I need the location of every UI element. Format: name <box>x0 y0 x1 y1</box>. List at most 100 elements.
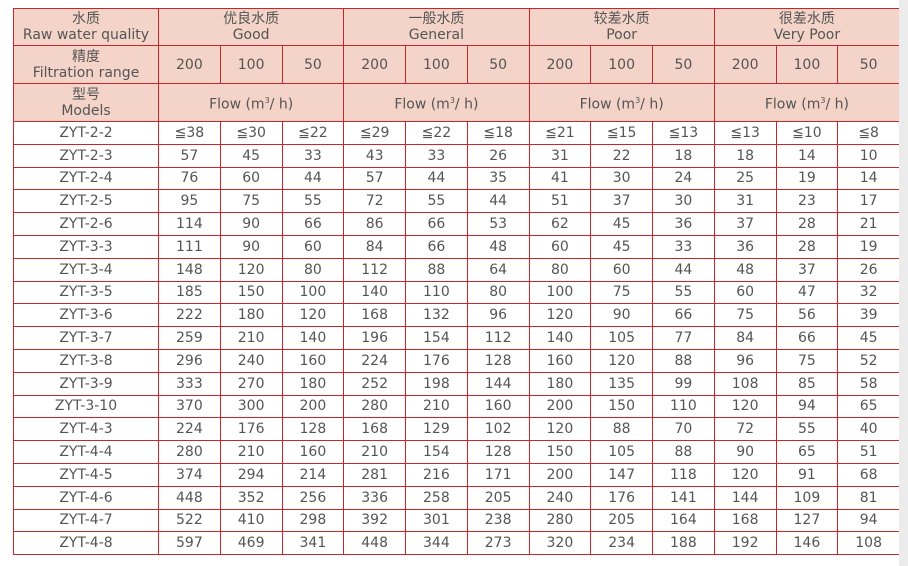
flow-cell: 17 <box>837 189 901 214</box>
flow-cell: 56 <box>775 303 839 328</box>
group-cn: 较差水质 <box>593 11 650 27</box>
range-label-cn: 精度 <box>72 48 100 65</box>
flow-cell: 192 <box>713 531 777 556</box>
flow-text: Flow (m <box>394 96 450 113</box>
flow-cell: 111 <box>158 234 221 259</box>
flow-cell: 80 <box>466 280 530 305</box>
flow-cell: 36 <box>713 234 777 259</box>
flow-cell: 19 <box>837 234 901 259</box>
range-cell: 50 <box>466 45 530 84</box>
flow-cell: 47 <box>775 280 839 305</box>
flow-cell: 341 <box>281 531 345 556</box>
flow-cell: 224 <box>158 417 221 442</box>
flow-cell: ≦13 <box>713 121 777 145</box>
model-cell: ZYT-2-2 <box>13 121 159 145</box>
flow-cell: 48 <box>713 257 777 282</box>
model-cell: ZYT-3-3 <box>13 234 159 259</box>
flow-cell: 270 <box>219 371 283 396</box>
flow-cell: 280 <box>343 394 406 419</box>
flow-cell: 108 <box>713 371 777 396</box>
model-cell: ZYT-2-4 <box>13 166 159 191</box>
flow-cell: 30 <box>652 189 715 214</box>
flow-cell: ≦15 <box>590 121 653 145</box>
flow-cell: 30 <box>590 166 653 191</box>
flow-sup: 3 <box>264 95 270 105</box>
flow-cell: 23 <box>775 189 839 214</box>
flow-cell: 224 <box>343 348 406 373</box>
flow-cell: 94 <box>775 394 839 419</box>
flow-cell: 114 <box>158 212 221 236</box>
flow-cell: 154 <box>405 326 468 350</box>
model-cell: ZYT-3-9 <box>13 371 159 396</box>
flow-cell: 33 <box>281 143 345 168</box>
range-label-en: Filtration range <box>32 64 140 81</box>
table-row: ZYT-4-6 448 352 256 336 258 205 240 176 141 144 109… <box>13 485 901 510</box>
flow-cell: 28 <box>775 212 839 236</box>
header-row-model: 型号 Models Flow (m3/ h) Flow (m3/ h) Flow (m… <box>13 83 901 122</box>
flow-cell: 25 <box>713 166 777 191</box>
flow-cell: 60 <box>713 280 777 305</box>
flow-cell: 108 <box>837 531 901 556</box>
flow-cell: 298 <box>281 508 345 533</box>
flow-cell: 10 <box>837 143 901 168</box>
flow-cell: 100 <box>281 280 345 305</box>
flow-cell: 26 <box>837 257 901 282</box>
flow-cell: 35 <box>466 166 530 191</box>
flow-cell: 168 <box>713 508 777 533</box>
range-cell: 200 <box>713 45 777 84</box>
flow-cell: 90 <box>219 234 283 259</box>
flow-cell: 33 <box>405 143 468 168</box>
flow-cell: 40 <box>837 417 901 442</box>
flow-cell: 164 <box>652 508 715 533</box>
model-cell: ZYT-4-5 <box>13 462 159 487</box>
group-cn: 优良水质 <box>223 11 280 27</box>
flow-sup: 3 <box>820 95 826 105</box>
flow-cell: 273 <box>466 531 530 556</box>
flow-cell: 31 <box>528 143 592 168</box>
flow-cell: 140 <box>343 280 406 305</box>
flow-cell: 210 <box>343 440 406 464</box>
flow-cell: 100 <box>528 280 592 305</box>
flow-cell: 448 <box>158 485 221 510</box>
flow-cell: 26 <box>466 143 530 168</box>
quality-label-cn: 水质 <box>72 11 100 27</box>
flow-cell: 120 <box>713 462 777 487</box>
table-row: ZYT-3-5 185 150 100 140 110 80 100 75 55 60 47 32 <box>13 280 901 305</box>
scrollbar[interactable] <box>899 0 908 566</box>
flow-cell: 160 <box>528 348 592 373</box>
range-cell: 100 <box>219 45 283 84</box>
flow-cell: 259 <box>158 326 221 350</box>
flow-cell: 150 <box>219 280 283 305</box>
flow-cell: 160 <box>281 440 345 464</box>
flow-cell: 19 <box>775 166 839 191</box>
flow-cell: 75 <box>775 348 839 373</box>
flow-cell: 68 <box>837 462 901 487</box>
flow-cell: 258 <box>405 485 468 510</box>
flow-cell: 48 <box>466 234 530 259</box>
flow-cell: 86 <box>343 212 406 236</box>
range-cell: 100 <box>405 45 468 84</box>
flow-text: Flow (m <box>764 96 821 113</box>
model-label: 型号 Models <box>13 83 159 122</box>
flow-cell: ≦22 <box>405 121 468 145</box>
flow-cell: ≦22 <box>281 121 345 145</box>
flow-cell: 65 <box>775 440 839 464</box>
flow-text: Flow (m <box>579 96 636 113</box>
flow-cell: 352 <box>219 485 283 510</box>
flow-cell: 120 <box>219 257 283 282</box>
flow-cell: 52 <box>837 348 901 373</box>
group-good: 优良水质 Good <box>157 8 345 46</box>
flow-cell: 37 <box>713 212 777 236</box>
range-cell: 200 <box>343 45 406 84</box>
flow-cell: 18 <box>713 143 777 168</box>
flow-cell: 70 <box>652 417 715 442</box>
flow-cell: 55 <box>405 189 468 214</box>
group-en: Good <box>232 27 270 43</box>
flow-cell: 32 <box>837 280 901 305</box>
model-cell: ZYT-3-7 <box>13 326 159 350</box>
table-row: ZYT-2-6 114 90 66 86 66 53 62 45 36 37 28 21 <box>13 212 901 236</box>
table-row: ZYT-4-7 522 410 298 392 301 238 280 205 164 168 127… <box>13 508 901 533</box>
flow-cell: 132 <box>405 303 468 328</box>
table-row: ZYT-2-4 76 60 44 57 44 35 41 30 24 25 19 14 <box>13 166 901 191</box>
table-row: ZYT-4-5 374 294 214 281 216 171 200 147 118 120 91 6… <box>13 462 901 487</box>
